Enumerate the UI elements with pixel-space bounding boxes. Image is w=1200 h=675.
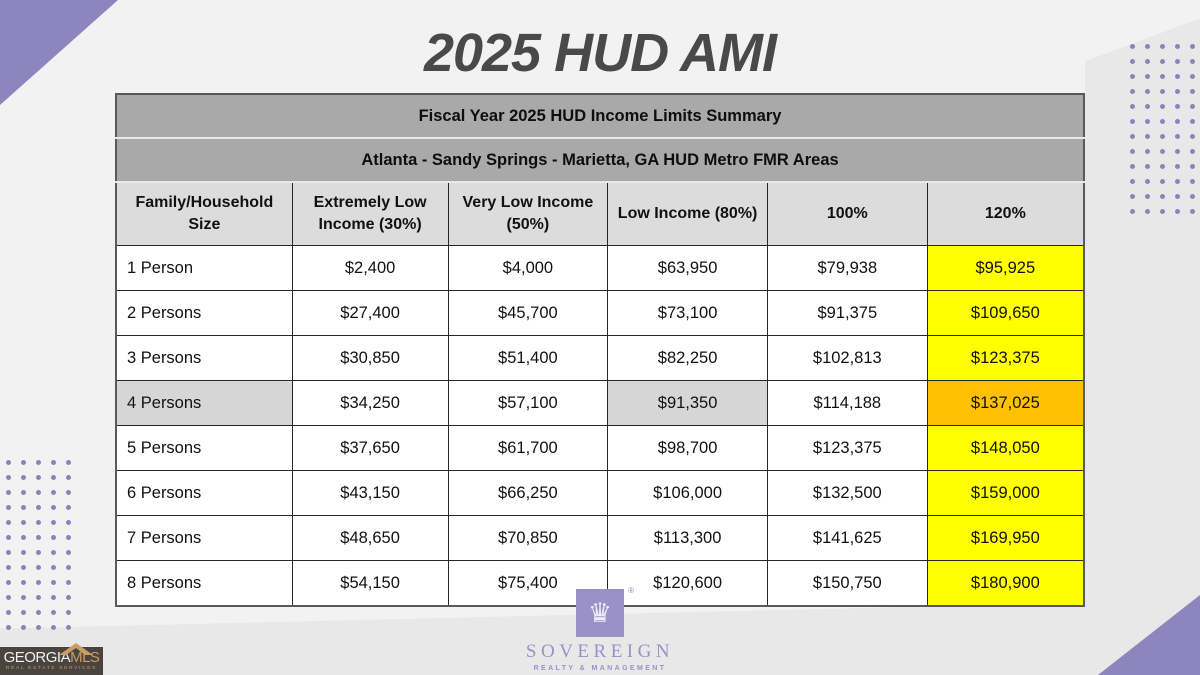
value-cell: $141,625 xyxy=(766,515,928,561)
table-row: 4 Persons $34,250 $57,100 $91,350 $114,188 $1… xyxy=(115,380,1085,426)
value-cell: $109,650 xyxy=(926,290,1085,336)
value-cell: $34,250 xyxy=(291,380,449,426)
table-title: Fiscal Year 2025 HUD Income Limits Summa… xyxy=(116,94,1084,139)
column-header: 100% xyxy=(766,181,928,246)
background-wedge-right xyxy=(1085,18,1200,612)
table-row: 5 Persons $37,650 $61,700 $98,700 $123,375 $1… xyxy=(115,425,1085,471)
value-cell: $169,950 xyxy=(926,515,1085,561)
value-cell: $57,100 xyxy=(447,380,609,426)
table-header-row: Family/Household Size Extremely Low Incom… xyxy=(115,181,1085,246)
column-header: Family/Household Size xyxy=(115,181,293,246)
row-label-cell: 4 Persons xyxy=(115,380,293,426)
value-cell: $82,250 xyxy=(607,335,768,381)
value-cell: $106,000 xyxy=(607,470,768,516)
value-cell: $51,400 xyxy=(447,335,609,381)
value-cell: $150,750 xyxy=(766,560,928,607)
column-header: 120% xyxy=(926,181,1085,246)
value-cell: $73,100 xyxy=(607,290,768,336)
value-cell: $132,500 xyxy=(766,470,928,516)
page-title: 2025 HUD AMI xyxy=(423,23,777,83)
table-row: 1 Person $2,400 $4,000 $63,950 $79,938 $95,92… xyxy=(115,245,1085,291)
value-cell: $120,600 xyxy=(607,560,768,607)
value-cell: $70,850 xyxy=(447,515,609,561)
value-cell: $79,938 xyxy=(766,245,928,291)
row-label-cell: 8 Persons xyxy=(115,560,293,607)
value-cell: $63,950 xyxy=(607,245,768,291)
value-cell: $37,650 xyxy=(291,425,449,471)
row-label-cell: 5 Persons xyxy=(115,425,293,471)
table-row: 6 Persons $43,150 $66,250 $106,000 $132,500 $… xyxy=(115,470,1085,516)
dot-grid-bottom-left xyxy=(6,460,71,630)
value-cell: $123,375 xyxy=(926,335,1085,381)
row-label-cell: 3 Persons xyxy=(115,335,293,381)
table-band-row: Atlanta - Sandy Springs - Marietta, GA H… xyxy=(116,138,1084,183)
sovereign-logo-name: SOVEREIGN xyxy=(525,641,675,662)
georgiamls-logo-text-mls: MLS xyxy=(70,649,100,666)
table-row: 2 Persons $27,400 $45,700 $73,100 $91,375 $10… xyxy=(115,290,1085,336)
crown-icon: ♛ xyxy=(587,597,613,628)
table-row: 7 Persons $48,650 $70,850 $113,300 $141,625 $… xyxy=(115,515,1085,561)
roof-icon xyxy=(59,643,93,655)
value-cell: $113,300 xyxy=(607,515,768,561)
value-cell: $123,375 xyxy=(766,425,928,471)
value-cell: $114,188 xyxy=(766,380,928,426)
value-cell: $2,400 xyxy=(291,245,449,291)
value-cell: $102,813 xyxy=(766,335,928,381)
value-cell: $95,925 xyxy=(926,245,1085,291)
value-cell: $45,700 xyxy=(447,290,609,336)
row-label-cell: 2 Persons xyxy=(115,290,293,336)
georgiamls-logo-subtext: REAL ESTATE SERVICES xyxy=(5,666,98,671)
value-cell: $30,850 xyxy=(291,335,449,381)
value-cell: $43,150 xyxy=(291,470,449,516)
column-header: Low Income (80%) xyxy=(607,181,768,246)
value-cell: $48,650 xyxy=(291,515,449,561)
value-cell: $91,350 xyxy=(607,380,768,426)
table-band-row: Fiscal Year 2025 HUD Income Limits Summa… xyxy=(116,94,1084,139)
table-subtitle: Atlanta - Sandy Springs - Marietta, GA H… xyxy=(116,138,1084,183)
dot-grid-top-right xyxy=(1130,44,1195,214)
sovereign-logo-subtext: REALTY & MANAGEMENT xyxy=(533,665,667,672)
sovereign-logo: ♛ ® SOVEREIGN REALTY & MANAGEMENT xyxy=(0,586,1200,672)
value-cell: $4,000 xyxy=(447,245,609,291)
sovereign-logo-square: ♛ xyxy=(576,589,624,637)
column-header: Extremely Low Income (30%) xyxy=(291,181,449,246)
table-row: 8 Persons $54,150 $75,400 $120,600 $150,750 $… xyxy=(115,560,1085,607)
row-label-cell: 1 Person xyxy=(115,245,293,291)
value-cell: $180,900 xyxy=(926,560,1085,607)
income-limits-table: Fiscal Year 2025 HUD Income Limits Summa… xyxy=(115,93,1085,607)
column-header: Very Low Income (50%) xyxy=(447,181,609,246)
value-cell: $66,250 xyxy=(447,470,609,516)
value-cell: $137,025 xyxy=(926,380,1085,426)
value-cell: $91,375 xyxy=(766,290,928,336)
georgiamls-logo: GEORGIA MLS REAL ESTATE SERVICES xyxy=(0,643,103,675)
value-cell: $54,150 xyxy=(291,560,449,607)
value-cell: $98,700 xyxy=(607,425,768,471)
value-cell: $148,050 xyxy=(926,425,1085,471)
value-cell: $27,400 xyxy=(291,290,449,336)
georgiamls-logo-text-georgia: GEORGIA xyxy=(3,649,71,666)
registered-trademark-symbol: ® xyxy=(628,586,634,595)
table-row: 3 Persons $30,850 $51,400 $82,250 $102,813 $1… xyxy=(115,335,1085,381)
value-cell: $61,700 xyxy=(447,425,609,471)
row-label-cell: 6 Persons xyxy=(115,470,293,516)
row-label-cell: 7 Persons xyxy=(115,515,293,561)
value-cell: $159,000 xyxy=(926,470,1085,516)
